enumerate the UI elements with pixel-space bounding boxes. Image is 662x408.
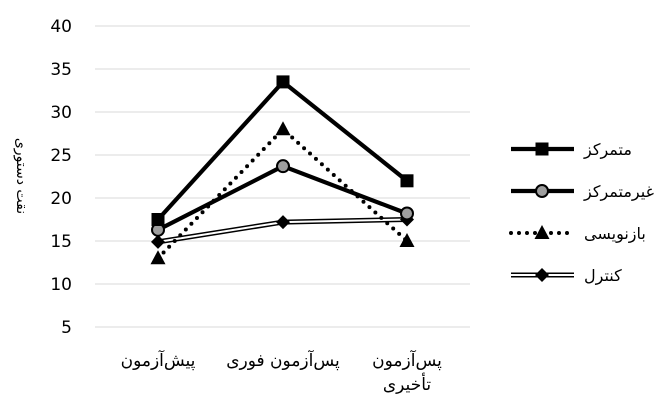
- series-2: [151, 159, 414, 237]
- legend-label: کنترل: [584, 266, 622, 286]
- legend-label: غیرمتمرکز: [583, 182, 654, 202]
- data-point-circle: [276, 159, 290, 174]
- data-point-diamond: [276, 215, 290, 230]
- legend-item: متمرکز: [511, 140, 632, 160]
- data-point-square: [535, 142, 549, 156]
- data-point-square: [151, 213, 165, 226]
- x-tick-label: پس‌آزمون: [372, 349, 442, 371]
- data-point-square: [400, 174, 414, 188]
- y-tick-label: 30: [50, 103, 72, 123]
- series-3: [150, 121, 415, 265]
- y-tick-label: 5: [61, 318, 72, 338]
- legend-item: بازنویسی: [509, 224, 646, 244]
- legend-item: غیرمتمرکز: [511, 182, 654, 202]
- legend-label: بازنویسی: [584, 224, 646, 244]
- legend: متمرکز غیرمتمرکز بازنویسی کنترل: [509, 140, 654, 286]
- y-tick-label: 25: [50, 146, 72, 166]
- y-tick-label: 35: [50, 60, 72, 80]
- y-tick-label: 20: [50, 189, 72, 209]
- data-point-triangle: [534, 225, 550, 239]
- data-point-triangle: [275, 121, 291, 136]
- gridlines: [95, 25, 470, 328]
- legend-label: متمرکز: [583, 140, 632, 160]
- legend-item: کنترل: [511, 266, 622, 286]
- data-point-triangle: [150, 250, 166, 265]
- y-axis-title: نقت دستوری: [13, 138, 29, 214]
- data-point-diamond: [151, 234, 165, 249]
- y-tick-label: 10: [50, 275, 72, 295]
- data-point-triangle: [399, 233, 415, 247]
- x-tick-label: پس‌آزمون فوری: [226, 349, 340, 371]
- x-tick-label: تأخیری: [383, 372, 432, 395]
- data-point-circle: [400, 206, 414, 221]
- series-lines: [150, 75, 415, 265]
- y-axis-ticks: 5 10 15 20 25 30 35 40: [50, 17, 72, 338]
- series-4: [151, 212, 414, 249]
- y-tick-label: 40: [50, 17, 72, 37]
- data-point-square: [276, 75, 290, 89]
- y-tick-label: 15: [50, 232, 72, 252]
- data-point-circle: [535, 184, 549, 198]
- data-point-diamond: [535, 268, 549, 282]
- x-tick-label: پیش‌آزمون: [121, 349, 196, 371]
- series-1: [151, 75, 414, 226]
